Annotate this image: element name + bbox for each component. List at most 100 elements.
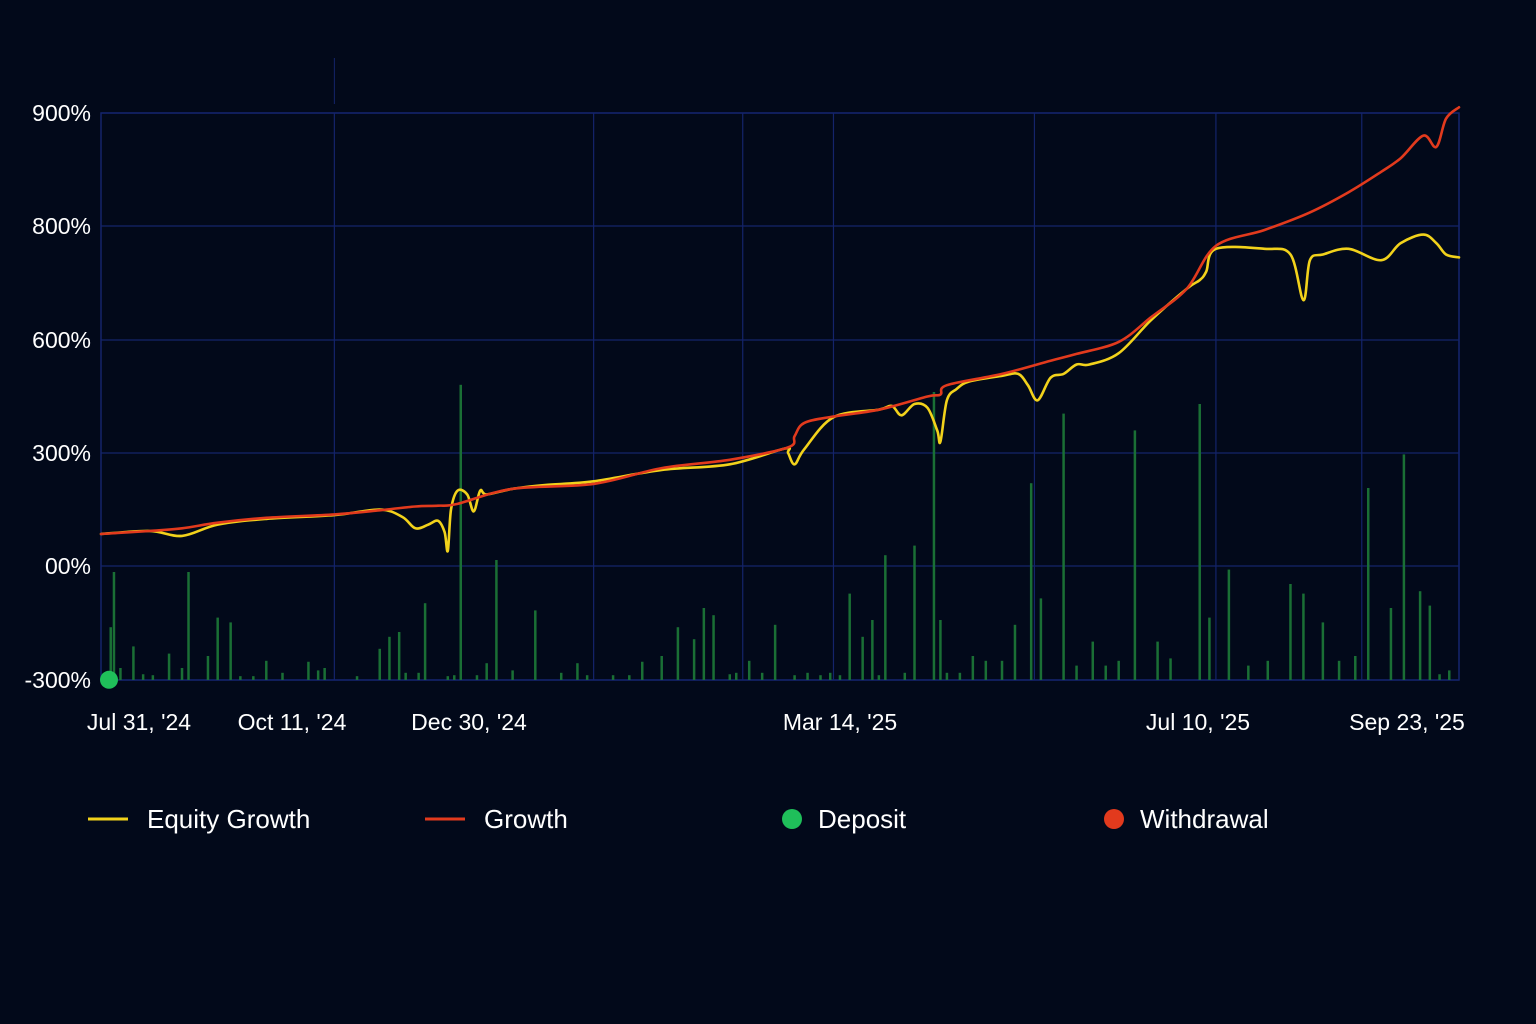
- volume-bar: [1227, 569, 1231, 680]
- volume-bar: [1367, 488, 1370, 680]
- volume-bar: [660, 656, 663, 680]
- legend-item-equity-growth[interactable]: Equity Growth: [88, 804, 310, 834]
- legend[interactable]: Equity Growth Growth Deposit Withdrawal: [88, 804, 1269, 834]
- volume-bar: [932, 392, 936, 680]
- volume-bar: [423, 603, 427, 680]
- volume-bar: [559, 672, 563, 680]
- volume-bar: [109, 627, 112, 680]
- volume-bar: [576, 663, 579, 680]
- legend-item-withdrawal[interactable]: Withdrawal: [1104, 804, 1269, 834]
- volume-bar: [316, 670, 320, 680]
- legend-swatch-dot: [1104, 809, 1124, 829]
- volume-bar: [1117, 660, 1120, 680]
- volume-bar: [1337, 660, 1341, 680]
- legend-label: Withdrawal: [1140, 804, 1269, 834]
- legend-label: Equity Growth: [147, 804, 310, 834]
- x-tick-label: Jul 10, '25: [1146, 709, 1250, 735]
- volume-bar: [446, 676, 450, 680]
- volume-bar: [1438, 674, 1441, 680]
- volume-bar: [1169, 658, 1172, 680]
- volume-bar: [281, 672, 284, 680]
- volume-bar: [485, 663, 488, 680]
- y-tick-label: 800%: [32, 213, 91, 239]
- volume-bar: [871, 620, 874, 680]
- volume-bar: [1133, 430, 1137, 680]
- volume-bar: [119, 668, 122, 680]
- deposit-marker[interactable]: [100, 670, 118, 689]
- volume-bar: [1354, 656, 1357, 680]
- volume-bar: [355, 676, 359, 680]
- volume-bar: [958, 672, 962, 680]
- volume-bar: [760, 672, 764, 680]
- volume-bar: [167, 653, 171, 680]
- volume-bar: [459, 384, 463, 680]
- volume-bar: [132, 646, 135, 680]
- volume-bar: [884, 555, 887, 680]
- volume-bar: [611, 675, 615, 680]
- volume-bar: [1013, 624, 1017, 680]
- volume-bar: [511, 670, 514, 680]
- volume-bar: [747, 660, 751, 680]
- volume-bar: [495, 560, 498, 680]
- volume-bar: [378, 648, 381, 680]
- volume-bar: [1091, 641, 1095, 680]
- plot-frame: [100, 112, 1460, 681]
- volume-bar: [1198, 404, 1201, 680]
- volume-bar: [628, 675, 631, 680]
- legend-swatch-dot: [782, 809, 802, 829]
- event-markers: [100, 670, 118, 689]
- volume-bar: [971, 656, 975, 680]
- volume-bar: [877, 675, 881, 680]
- volume-bar: [534, 610, 537, 680]
- x-tick-label: Mar 14, '25: [783, 709, 897, 735]
- volume-bar: [265, 660, 268, 680]
- volume-bar: [1000, 660, 1004, 680]
- volume-bar: [819, 675, 822, 680]
- volume-bar: [307, 661, 310, 680]
- volume-bar: [1289, 584, 1292, 680]
- volume-bar: [1075, 665, 1078, 680]
- volume-bar: [913, 545, 916, 680]
- legend-item-growth[interactable]: Growth: [425, 804, 568, 834]
- volume-bar: [216, 617, 219, 680]
- growth-line: [99, 106, 1461, 536]
- volume-bar: [1208, 617, 1211, 680]
- volume-bar: [417, 672, 420, 680]
- volume-bar: [229, 622, 232, 680]
- legend-label: Deposit: [818, 804, 907, 834]
- volume-bar: [939, 620, 942, 680]
- volume-bar: [404, 672, 407, 680]
- volume-bar: [1418, 591, 1422, 680]
- y-tick-label: 300%: [32, 440, 91, 466]
- volume-bar: [1402, 454, 1406, 680]
- volume-bar: [323, 668, 326, 680]
- x-tick-label: Dec 30, '24: [411, 709, 527, 735]
- legend-item-deposit[interactable]: Deposit: [782, 804, 907, 834]
- y-tick-label: -300%: [25, 667, 91, 693]
- volume-bar: [984, 660, 988, 680]
- volume-bars: [109, 384, 1451, 680]
- volume-bar: [180, 668, 184, 680]
- volume-bar: [903, 672, 907, 680]
- volume-bar: [702, 608, 706, 680]
- volume-bar: [641, 661, 644, 680]
- x-tick-label: Oct 11, '24: [238, 709, 347, 735]
- grid: [100, 58, 1460, 681]
- volume-bar: [112, 572, 116, 680]
- legend-label: Growth: [484, 804, 568, 834]
- volume-bar: [397, 632, 401, 680]
- volume-bar: [1062, 413, 1065, 680]
- volume-bar: [1428, 605, 1432, 680]
- volume-bar: [828, 672, 832, 680]
- volume-bar: [848, 593, 851, 680]
- volume-bar: [1039, 598, 1043, 680]
- volume-bar: [187, 572, 190, 680]
- volume-bar: [388, 636, 391, 680]
- x-tick-label: Jul 31, '24: [87, 709, 191, 735]
- volume-bar: [734, 672, 738, 680]
- equity-growth-line: [99, 233, 1461, 553]
- volume-bar: [475, 675, 479, 680]
- volume-bar: [712, 615, 715, 680]
- volume-bar: [1247, 665, 1250, 680]
